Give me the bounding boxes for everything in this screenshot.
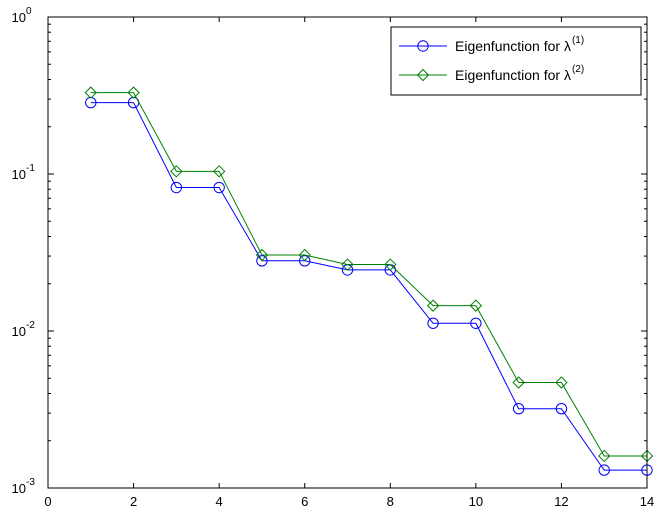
y-tick-base: 10	[12, 324, 26, 339]
data-point-circle	[427, 317, 439, 329]
data-point-diamond	[598, 449, 611, 463]
data-point-diamond	[384, 258, 397, 271]
data-point-circle	[555, 402, 568, 415]
legend-entry: Eigenfunction for λ (2)	[399, 64, 584, 83]
legend: Eigenfunction for λ (1)Eigenfunction for …	[390, 26, 642, 96]
data-point-diamond	[469, 299, 483, 312]
data-point-diamond	[416, 68, 430, 82]
x-tick-label: 2	[130, 494, 137, 509]
legend-box	[390, 26, 642, 96]
x-tick-label: 12	[554, 494, 568, 509]
plot-area-frame	[47, 16, 648, 489]
y-tick-exponent: 0	[26, 6, 32, 17]
legend-entry: Eigenfunction for λ (1)	[399, 35, 584, 54]
series-line	[90, 92, 647, 457]
data-point-diamond	[341, 258, 354, 271]
data-point-circle	[170, 181, 183, 194]
data-point-circle	[213, 181, 225, 194]
y-tick-label: 10 0	[12, 6, 32, 25]
series-layer	[84, 86, 654, 476]
data-point-circle	[256, 255, 268, 267]
y-tick-label: 10 -3	[12, 477, 36, 496]
data-point-circle	[299, 255, 311, 267]
data-point-diamond	[84, 86, 97, 99]
x-tick-label: 4	[216, 494, 223, 509]
legend-label: Eigenfunction for λ	[455, 67, 571, 83]
y-tick-exponent: -2	[26, 320, 35, 331]
data-point-diamond	[298, 248, 311, 262]
data-point-diamond	[255, 248, 269, 262]
data-point-diamond	[426, 299, 440, 312]
data-point-circle	[470, 317, 482, 329]
data-point-diamond	[127, 86, 140, 99]
y-tick-exponent: -3	[26, 477, 35, 488]
y-tick-label: 10 -1	[12, 163, 36, 182]
x-tick-label: 14	[640, 494, 654, 509]
y-tick-base: 10	[12, 481, 26, 496]
x-tick-label: 10	[469, 494, 483, 509]
y-tick-exponent: -1	[26, 163, 35, 174]
series-line	[90, 102, 647, 471]
data-point-diamond	[512, 376, 525, 389]
data-point-circle	[417, 40, 429, 52]
data-point-diamond	[212, 165, 226, 178]
y-tick-base: 10	[12, 167, 26, 182]
y-tick-base: 10	[12, 10, 26, 25]
data-point-circle	[598, 464, 610, 476]
x-tick-label: 8	[387, 494, 394, 509]
data-point-diamond	[170, 165, 183, 178]
legend-label-superscript: (1)	[572, 35, 584, 46]
y-tick-label: 10 -2	[12, 320, 36, 339]
legend-label: Eigenfunction for λ	[455, 38, 571, 54]
x-tick-label: 0	[44, 494, 51, 509]
legend-label-superscript: (2)	[572, 64, 584, 75]
data-point-diamond	[555, 376, 568, 389]
series-2	[84, 86, 654, 463]
x-tick-label: 6	[301, 494, 308, 509]
data-point-circle	[512, 402, 525, 415]
